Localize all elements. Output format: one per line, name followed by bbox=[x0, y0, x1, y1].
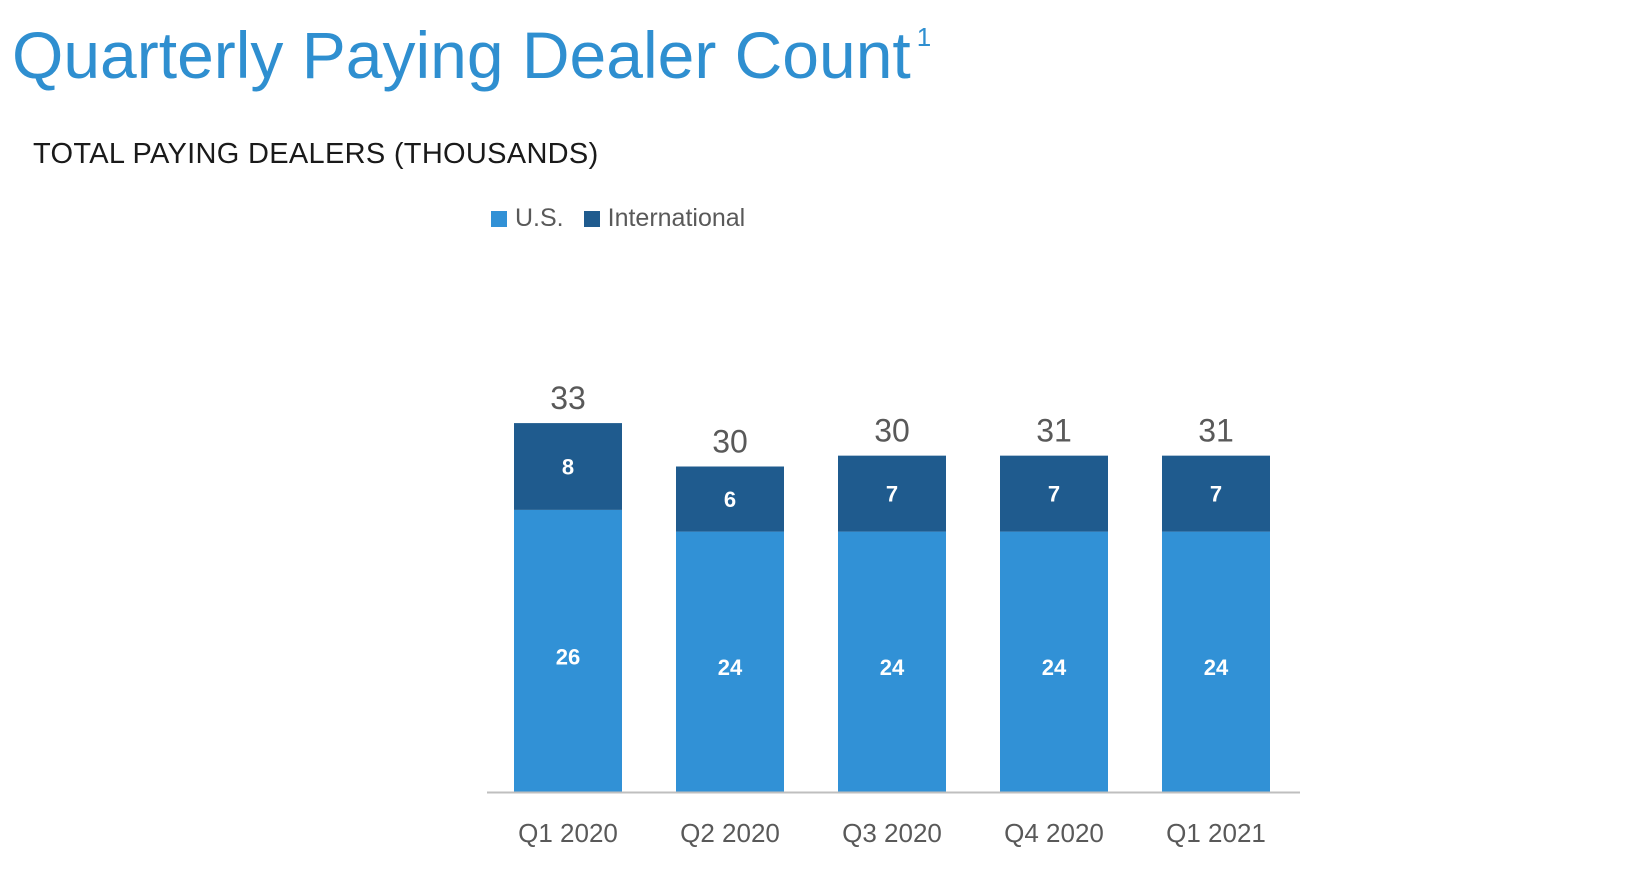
x-tick-label-5: Q1 2021 bbox=[1166, 818, 1266, 848]
data-label-us-5: 24 bbox=[1204, 655, 1229, 680]
legend-label-us: U.S. bbox=[515, 204, 564, 232]
x-tick-label-4: Q4 2020 bbox=[1004, 818, 1104, 848]
bar-us-4 bbox=[1000, 531, 1108, 792]
bar-international-3 bbox=[838, 455, 946, 532]
bar-us-2 bbox=[676, 531, 784, 792]
bar-international-5 bbox=[1162, 455, 1270, 532]
data-label-international-5: 7 bbox=[1210, 482, 1222, 507]
legend-label-international: International bbox=[607, 204, 746, 232]
data-label-international-2: 6 bbox=[724, 487, 736, 512]
chart-legend: U.S. International bbox=[491, 204, 745, 233]
bar-us-5 bbox=[1162, 531, 1270, 792]
legend-item-international: International bbox=[583, 204, 746, 233]
bar-international-1 bbox=[514, 423, 622, 510]
bar-us-3 bbox=[838, 531, 946, 792]
x-tick-label-1: Q1 2020 bbox=[518, 818, 618, 848]
bar-international-2 bbox=[676, 466, 784, 532]
bar-us-1 bbox=[514, 509, 622, 792]
legend-swatch-us bbox=[491, 210, 507, 227]
total-label-2: 30 bbox=[712, 424, 748, 460]
x-tick-label-3: Q3 2020 bbox=[842, 818, 942, 848]
data-label-us-4: 24 bbox=[1042, 655, 1067, 680]
title-text: Quarterly Paying Dealer Count bbox=[12, 18, 911, 92]
legend-swatch-international bbox=[583, 210, 600, 227]
data-label-us-1: 26 bbox=[556, 645, 580, 670]
legend-item-us: U.S. bbox=[491, 204, 564, 233]
data-label-us-2: 24 bbox=[718, 655, 743, 680]
x-tick-label-2: Q2 2020 bbox=[680, 818, 780, 848]
total-label-5: 31 bbox=[1198, 413, 1234, 449]
total-label-3: 30 bbox=[874, 413, 910, 449]
chart-subtitle: TOTAL PAYING DEALERS (THOUSANDS) bbox=[33, 138, 599, 170]
title-footnote: 1 bbox=[916, 22, 932, 52]
data-label-international-4: 7 bbox=[1048, 482, 1060, 507]
bar-international-4 bbox=[1000, 455, 1108, 532]
data-label-us-3: 24 bbox=[880, 655, 905, 680]
total-label-4: 31 bbox=[1036, 413, 1072, 449]
data-label-international-3: 7 bbox=[886, 482, 898, 507]
data-label-international-1: 8 bbox=[562, 455, 574, 480]
page-title: Quarterly Paying Dealer Count 1 bbox=[12, 22, 931, 88]
total-label-1: 33 bbox=[550, 380, 586, 416]
